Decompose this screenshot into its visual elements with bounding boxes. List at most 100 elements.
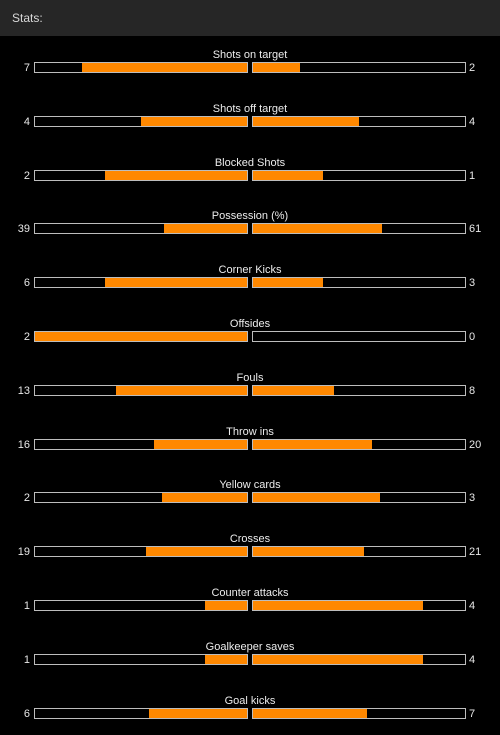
home-bar [34, 438, 248, 450]
home-value: 2 [23, 331, 30, 343]
header-title: Stats: [12, 11, 43, 25]
away-bar [252, 653, 466, 665]
home-bar-fill [81, 63, 247, 72]
home-value: 39 [17, 223, 30, 236]
away-bar [252, 223, 466, 235]
away-bar-fill [253, 708, 368, 718]
home-bar-fill [104, 170, 247, 180]
home-bar [34, 115, 248, 127]
stat-label: Counter attacks [211, 587, 289, 599]
stat-label: Yellow cards [219, 479, 281, 492]
stat-row: Shots on target 7 2 [0, 48, 500, 88]
stat-label: Goal kicks [224, 694, 276, 707]
away-bar-fill [253, 601, 423, 610]
away-bar-fill [253, 439, 372, 449]
away-bar [252, 169, 466, 181]
stat-row: Goal kicks 6 7 [0, 694, 500, 734]
stat-row: Counter attacks 1 4 [0, 586, 500, 626]
home-bar [34, 546, 248, 558]
away-value: 4 [469, 600, 476, 612]
stat-label: Corner Kicks [218, 264, 282, 277]
home-bar [34, 707, 248, 719]
home-value: 1 [23, 653, 30, 666]
home-value: 1 [23, 600, 30, 612]
stats-header: Stats: [0, 0, 500, 36]
away-bar [252, 62, 466, 73]
away-value: 4 [469, 653, 476, 666]
away-bar [252, 277, 466, 289]
stat-row: Shots off target 4 4 [0, 102, 500, 142]
away-bar [252, 384, 466, 396]
away-bar-fill [253, 547, 365, 557]
home-bar [34, 62, 248, 73]
home-value: 6 [23, 277, 30, 290]
away-bar [252, 115, 466, 127]
home-value: 16 [17, 438, 30, 451]
stat-row: Yellow cards 2 3 [0, 478, 500, 518]
away-bar [252, 331, 466, 342]
away-value: 21 [469, 546, 482, 559]
stat-row: Blocked Shots 2 1 [0, 156, 500, 196]
home-bar-fill [35, 332, 247, 341]
home-bar [34, 492, 248, 504]
stat-row: Possession (%) 39 61 [0, 209, 500, 249]
home-bar-fill [204, 601, 247, 610]
home-value: 4 [23, 115, 30, 128]
home-bar-fill [146, 547, 247, 557]
home-value: 2 [23, 492, 30, 505]
home-value: 2 [23, 169, 30, 182]
stat-row: Corner Kicks 6 3 [0, 263, 500, 303]
home-bar-fill [153, 439, 247, 449]
away-bar [252, 707, 466, 719]
stat-label: Offsides [229, 318, 271, 330]
home-bar-fill [141, 116, 247, 126]
home-bar [34, 600, 248, 611]
away-bar [252, 600, 466, 611]
away-bar-fill [253, 385, 334, 395]
away-value: 20 [469, 438, 482, 451]
away-value: 0 [469, 331, 476, 343]
stat-label: Goalkeeper saves [205, 640, 295, 653]
away-value: 3 [469, 277, 476, 290]
stat-row: Crosses 19 21 [0, 532, 500, 572]
away-bar-fill [253, 116, 359, 126]
home-bar [34, 223, 248, 235]
stat-row: Throw ins 16 20 [0, 425, 500, 465]
stat-label: Crosses [229, 533, 271, 546]
home-bar-fill [204, 654, 247, 664]
away-bar [252, 546, 466, 558]
home-bar [34, 169, 248, 181]
home-bar-fill [104, 278, 247, 288]
away-value: 8 [469, 384, 476, 397]
away-value: 3 [469, 492, 476, 505]
away-bar [252, 492, 466, 504]
away-bar-fill [253, 654, 423, 664]
home-bar-fill [162, 493, 247, 503]
home-bar [34, 384, 248, 396]
stat-row: Offsides 2 0 [0, 317, 500, 357]
stat-row: Goalkeeper saves 1 4 [0, 640, 500, 680]
home-value: 7 [23, 62, 30, 74]
stat-label: Throw ins [226, 425, 274, 438]
away-value: 2 [469, 62, 476, 74]
home-bar [34, 653, 248, 665]
stat-label: Fouls [236, 371, 264, 384]
away-value: 7 [469, 707, 476, 720]
stat-label: Shots on target [212, 49, 288, 61]
stat-label: Shots off target [212, 102, 288, 115]
home-value: 19 [17, 546, 30, 559]
away-value: 61 [469, 223, 482, 236]
home-bar-fill [149, 708, 247, 718]
home-bar-fill [115, 385, 247, 395]
home-bar-fill [164, 224, 247, 234]
away-bar-fill [253, 63, 300, 72]
home-value: 6 [23, 707, 30, 720]
away-value: 1 [469, 169, 476, 182]
away-bar [252, 438, 466, 450]
home-bar [34, 277, 248, 289]
away-bar-fill [253, 278, 323, 288]
away-value: 4 [469, 115, 476, 128]
away-bar-fill [253, 493, 381, 503]
stat-row: Fouls 13 8 [0, 371, 500, 411]
stat-label: Blocked Shots [214, 156, 286, 169]
